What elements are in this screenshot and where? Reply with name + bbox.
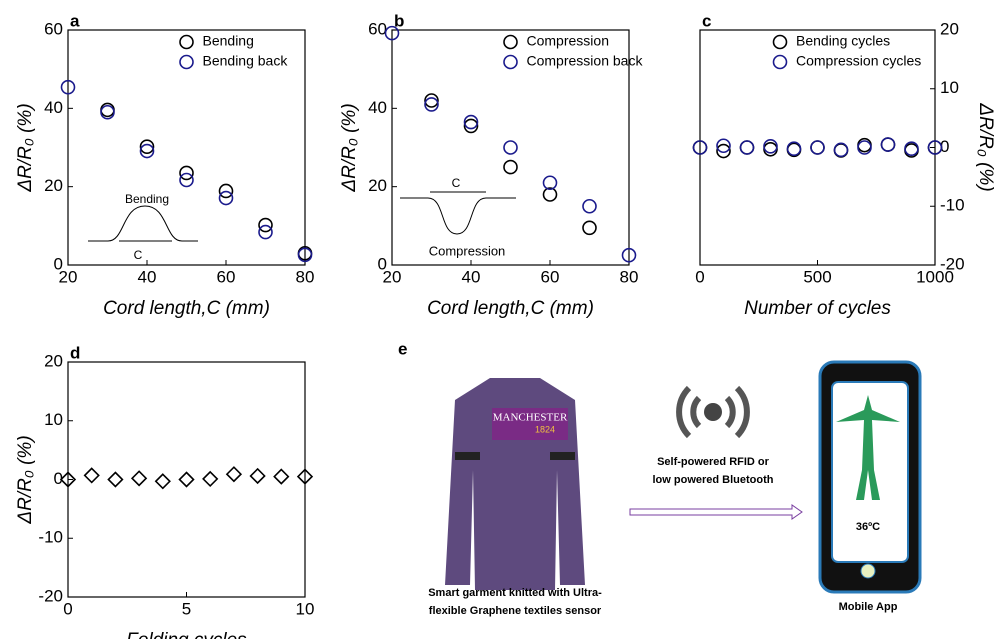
caption: low powered Bluetooth <box>653 474 774 486</box>
data-point <box>227 467 241 481</box>
data-point <box>203 472 217 486</box>
y-axis-label: ΔR/R₀ (%) <box>15 435 36 524</box>
y-tick-label: 0 <box>378 254 387 273</box>
data-point <box>764 140 777 153</box>
y-tick-label: 60 <box>44 19 63 38</box>
y-tick-label: 20 <box>940 19 959 38</box>
legend-label: Compression <box>527 33 609 49</box>
y-tick-label: 40 <box>368 98 387 117</box>
data-point <box>764 143 777 156</box>
arrow <box>630 505 802 519</box>
panel-letter: a <box>70 11 80 30</box>
legend-marker <box>774 36 787 49</box>
x-tick-label: 40 <box>462 267 481 286</box>
data-point <box>583 221 596 234</box>
y-tick-label: -20 <box>940 254 965 273</box>
data-point <box>108 473 122 487</box>
x-axis-label: Folding cycles <box>126 630 247 639</box>
panel-letter: e <box>398 339 407 358</box>
inset-curve <box>88 206 198 241</box>
legend-label: Compression back <box>527 53 644 69</box>
stripe <box>455 452 480 460</box>
data-point <box>811 141 824 154</box>
home-button <box>861 564 875 578</box>
data-point <box>504 161 517 174</box>
data-point <box>274 470 288 484</box>
logo-text: 1824 <box>535 424 555 434</box>
y-tick-label: 60 <box>368 19 387 38</box>
inset-label: Compression <box>429 243 506 258</box>
legend-marker <box>504 56 517 69</box>
stripe <box>550 452 575 460</box>
y-tick-label: -10 <box>38 528 63 547</box>
y-tick-label: 40 <box>44 98 63 117</box>
data-point <box>583 200 596 213</box>
inset-label: C <box>134 248 143 262</box>
caption: flexible Graphene textiles sensor <box>429 605 602 617</box>
data-point <box>504 141 517 154</box>
x-axis-label: Cord length,C (mm) <box>427 298 594 319</box>
inset-label: C <box>452 176 461 190</box>
y-tick-label: 20 <box>44 351 63 370</box>
legend-marker <box>180 56 193 69</box>
x-axis-label: Cord length,C (mm) <box>103 298 270 319</box>
inset-curve <box>400 198 516 234</box>
y-tick-label: 20 <box>368 176 387 195</box>
x-tick-label: 60 <box>217 267 236 286</box>
data-point <box>882 138 895 151</box>
x-tick-label: 0 <box>63 599 72 618</box>
data-point <box>85 468 99 482</box>
y-tick-label: 10 <box>940 78 959 97</box>
panel-letter: c <box>702 11 711 30</box>
legend-label: Bending back <box>203 53 289 69</box>
y-tick-label: -10 <box>940 196 965 215</box>
data-point <box>132 471 146 485</box>
legend-label: Bending <box>203 33 254 49</box>
x-tick-label: 0 <box>695 267 704 286</box>
signal-icon <box>704 403 722 421</box>
legend-marker <box>774 56 787 69</box>
x-tick-label: 40 <box>138 267 157 286</box>
x-tick-label: 500 <box>803 267 831 286</box>
legend-label: Bending cycles <box>796 33 890 49</box>
legend-marker <box>504 36 517 49</box>
logo-text: MANCHESTER <box>493 412 568 424</box>
y-tick-label: -20 <box>38 586 63 605</box>
y-axis-label: ΔR/R₀ (%) <box>975 102 995 191</box>
x-tick-label: 10 <box>296 599 315 618</box>
caption: Smart garment knitted with Ultra- <box>428 587 602 599</box>
figure: Bending C C Compression e MANCHESTER 182… <box>0 0 995 639</box>
x-axis-label: Number of cycles <box>744 298 891 319</box>
data-point <box>835 143 848 156</box>
x-tick-label: 80 <box>620 267 639 286</box>
panel-letter: d <box>70 343 80 362</box>
data-point <box>251 469 265 483</box>
caption: Mobile App <box>839 601 898 613</box>
legend-marker <box>180 36 193 49</box>
data-point <box>180 473 194 487</box>
y-axis-label: ΔR/R₀ (%) <box>15 103 36 192</box>
plot-frame <box>68 362 305 597</box>
y-tick-label: 10 <box>44 410 63 429</box>
legend-label: Compression cycles <box>796 53 921 69</box>
caption: Self-powered RFID or <box>657 456 770 468</box>
data-point <box>741 141 754 154</box>
y-tick-label: 0 <box>54 254 63 273</box>
y-axis-label: ΔR/R₀ (%) <box>339 103 360 192</box>
temperature: 36ºC <box>856 521 880 533</box>
x-tick-label: 80 <box>296 267 315 286</box>
x-tick-label: 60 <box>541 267 560 286</box>
y-tick-label: 20 <box>44 176 63 195</box>
x-tick-label: 5 <box>182 599 191 618</box>
data-point <box>156 474 170 488</box>
inset-label: Bending <box>125 192 169 206</box>
